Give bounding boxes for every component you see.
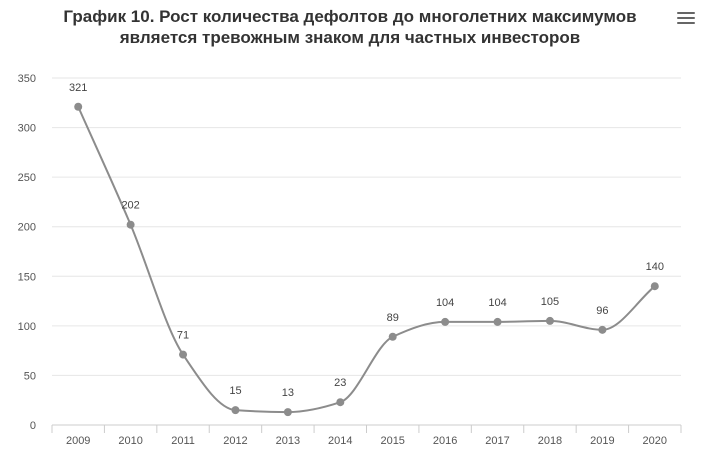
- x-tick-label: 2015: [380, 435, 404, 447]
- data-point: [650, 282, 659, 291]
- data-point: [336, 398, 345, 407]
- y-axis: 0 50 100 150 200 250 300 350: [18, 73, 36, 432]
- x-tick-label: 2013: [276, 435, 300, 447]
- hamburger-menu-icon[interactable]: [677, 12, 695, 28]
- x-tick-label: 2010: [118, 435, 142, 447]
- chart-title-line1: График 10. Рост количества дефолтов до м…: [63, 7, 637, 26]
- grid-lines: [52, 77, 681, 376]
- series-line: [77, 106, 656, 414]
- data-label: 321: [69, 82, 87, 94]
- data-points: [74, 102, 659, 417]
- data-point: [126, 220, 135, 229]
- x-tick-label: 2018: [538, 435, 562, 447]
- x-tick-label: 2017: [485, 435, 509, 447]
- data-point: [231, 406, 240, 415]
- x-tick-label: 2009: [66, 435, 90, 447]
- y-tick-label: 100: [18, 321, 36, 333]
- data-point: [493, 317, 502, 326]
- data-label: 89: [387, 312, 399, 324]
- data-label: 23: [334, 377, 346, 389]
- data-label: 140: [646, 261, 664, 273]
- data-point: [388, 332, 397, 341]
- y-tick-label: 50: [24, 370, 36, 382]
- data-label: 13: [282, 387, 294, 399]
- data-point: [179, 350, 188, 359]
- chart-title-line2: является тревожным знаком для частных ин…: [119, 28, 581, 47]
- x-tick-label: 2019: [590, 435, 614, 447]
- data-point: [441, 317, 450, 326]
- data-label: 104: [488, 297, 506, 309]
- y-tick-label: 200: [18, 222, 36, 234]
- x-tick-label: 2011: [171, 435, 195, 447]
- series-path: [77, 106, 656, 414]
- data-label: 202: [121, 200, 139, 212]
- data-label: 105: [541, 296, 559, 308]
- y-tick-label: 350: [18, 73, 36, 85]
- data-label: 96: [596, 305, 608, 317]
- data-labels: 321 202 71 15 13 23 89 104 104 105 96 140: [69, 82, 664, 399]
- data-point: [545, 316, 554, 325]
- y-tick-label: 250: [18, 172, 36, 184]
- data-point: [598, 325, 607, 334]
- y-tick-label: 0: [30, 420, 36, 432]
- x-axis: 2009 2010 2011 2012 2013 2014 2015 2016 2017 2018…: [51, 424, 682, 447]
- data-point: [283, 408, 292, 417]
- x-tick-label: 2014: [328, 435, 352, 447]
- data-label: 15: [229, 385, 241, 397]
- data-point: [74, 102, 83, 111]
- x-tick-label: 2020: [643, 435, 667, 447]
- chart-title: График 10. Рост количества дефолтов до м…: [30, 6, 670, 48]
- y-tick-label: 150: [18, 271, 36, 283]
- x-tick-label: 2016: [433, 435, 457, 447]
- data-label: 104: [436, 297, 454, 309]
- data-label: 71: [177, 330, 189, 342]
- y-tick-label: 300: [18, 123, 36, 135]
- x-tick-label: 2012: [223, 435, 247, 447]
